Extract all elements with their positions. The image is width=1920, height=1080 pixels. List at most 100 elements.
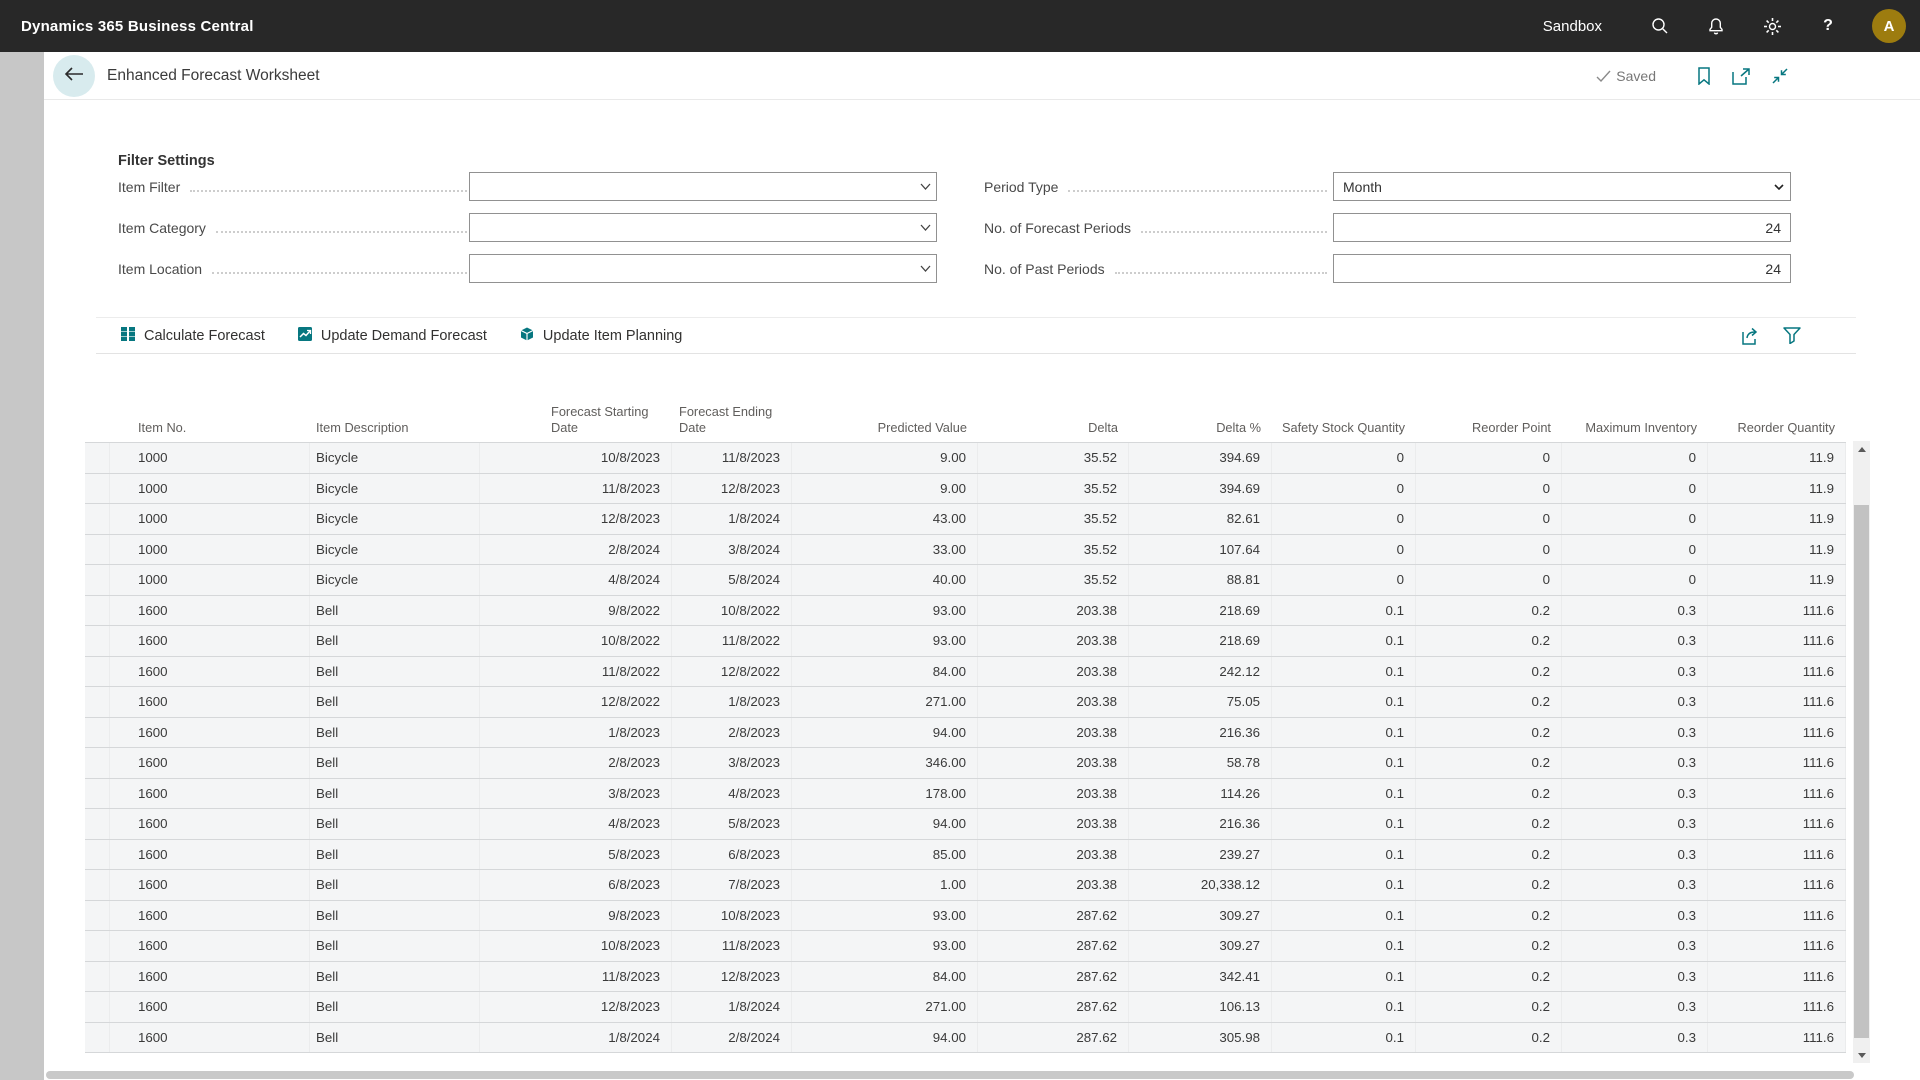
cell-forecast-ending-date: 1/8/2024: [672, 504, 792, 534]
cell-item-description: Bell: [310, 840, 480, 870]
cell-reorder-point: 0: [1416, 504, 1562, 534]
cell-safety-stock-quantity: 0.1: [1272, 718, 1416, 748]
cell-reorder-point: 0: [1416, 535, 1562, 565]
scroll-down-arrow[interactable]: [1853, 1047, 1870, 1063]
table-row[interactable]: 1600 Bell 10/8/2023 11/8/2023 93.00 287.62 309…: [85, 930, 1846, 961]
cell-predicted-value: 84.00: [792, 657, 978, 687]
table-row[interactable]: 1000 Bicycle 4/8/2024 5/8/2024 40.00 35.52 88.…: [85, 564, 1846, 595]
share-icon[interactable]: [1740, 324, 1764, 348]
cell-reorder-point: 0: [1416, 443, 1562, 473]
cell-selector: [85, 565, 110, 595]
table-row[interactable]: 1600 Bell 12/8/2022 1/8/2023 271.00 203.38 75.…: [85, 686, 1846, 717]
column-header-forecast-ending-date[interactable]: Forecast Ending Date: [679, 404, 773, 435]
cell-safety-stock-quantity: 0.1: [1272, 657, 1416, 687]
item-filter-select[interactable]: [469, 172, 937, 201]
column-header-safety-stock-quantity[interactable]: Safety Stock Quantity: [1281, 420, 1405, 435]
column-header-forecast-starting-date[interactable]: Forecast Starting Date: [551, 404, 649, 435]
collapse-icon[interactable]: [1768, 64, 1792, 88]
open-in-new-window-icon[interactable]: [1730, 64, 1754, 88]
cell-delta-pct: 82.61: [1129, 504, 1272, 534]
cell-forecast-ending-date: 3/8/2024: [672, 535, 792, 565]
column-header-reorder-point[interactable]: Reorder Point: [1472, 420, 1551, 435]
cell-forecast-starting-date: 5/8/2023: [480, 840, 672, 870]
cell-reorder-point: 0: [1416, 474, 1562, 504]
vertical-scrollbar-thumb[interactable]: [1854, 505, 1869, 1038]
table-row[interactable]: 1000 Bicycle 12/8/2023 1/8/2024 43.00 35.52 82…: [85, 503, 1846, 534]
cell-item-no: 1600: [110, 748, 310, 778]
cell-maximum-inventory: 0.3: [1562, 748, 1708, 778]
table-row[interactable]: 1000 Bicycle 11/8/2023 12/8/2023 9.00 35.52 39…: [85, 472, 1846, 504]
cell-reorder-point: 0.2: [1416, 596, 1562, 626]
column-header-delta[interactable]: Delta: [1088, 420, 1118, 435]
column-header-item-description[interactable]: Item Description: [316, 420, 409, 435]
table-row[interactable]: 1600 Bell 4/8/2023 5/8/2023 94.00 203.38 216.3…: [85, 808, 1846, 839]
help-icon[interactable]: ?: [1823, 17, 1833, 34]
cell-delta: 287.62: [978, 1023, 1129, 1053]
update-demand-forecast-button[interactable]: Update Demand Forecast: [297, 326, 487, 346]
update-item-planning-button[interactable]: Update Item Planning: [519, 326, 682, 346]
cell-delta: 203.38: [978, 870, 1129, 900]
settings-gear-icon[interactable]: [1762, 16, 1782, 36]
cell-item-description: Bell: [310, 870, 480, 900]
table-row[interactable]: 1600 Bell 11/8/2023 12/8/2023 84.00 287.62 342…: [85, 960, 1846, 991]
cell-forecast-starting-date: 2/8/2023: [480, 748, 672, 778]
item-category-select[interactable]: [469, 213, 937, 242]
bookmark-icon[interactable]: [1692, 64, 1716, 88]
table-row[interactable]: 1600 Bell 12/8/2023 1/8/2024 271.00 287.62 106…: [85, 991, 1846, 1022]
cell-selector: [85, 443, 110, 473]
cell-forecast-starting-date: 4/8/2024: [480, 565, 672, 595]
filter-funnel-icon[interactable]: [1780, 324, 1804, 348]
horizontal-scrollbar-thumb[interactable]: [46, 1071, 1854, 1079]
table-row[interactable]: 1600 Bell 5/8/2023 6/8/2023 85.00 203.38 239.2…: [85, 838, 1846, 870]
column-header-maximum-inventory[interactable]: Maximum Inventory: [1585, 420, 1697, 435]
table-row[interactable]: 1600 Bell 1/8/2023 2/8/2023 94.00 203.38 216.3…: [85, 716, 1846, 748]
cell-delta: 287.62: [978, 992, 1129, 1022]
calculate-forecast-button[interactable]: Calculate Forecast: [120, 326, 265, 346]
cell-item-no: 1600: [110, 718, 310, 748]
notifications-bell-icon[interactable]: [1706, 16, 1726, 36]
cell-delta: 203.38: [978, 840, 1129, 870]
cell-selector: [85, 901, 110, 931]
cell-delta-pct: 394.69: [1129, 443, 1272, 473]
column-header-reorder-quantity[interactable]: Reorder Quantity: [1737, 420, 1835, 435]
cell-delta: 203.38: [978, 687, 1129, 717]
column-header-predicted-value[interactable]: Predicted Value: [877, 420, 967, 435]
cell-forecast-ending-date: 10/8/2022: [672, 596, 792, 626]
cell-forecast-ending-date: 2/8/2023: [672, 718, 792, 748]
app-title[interactable]: Dynamics 365 Business Central: [21, 17, 254, 35]
table-row[interactable]: 1000 Bicycle 2/8/2024 3/8/2024 33.00 35.52 107…: [85, 533, 1846, 565]
table-row[interactable]: 1600 Bell 11/8/2022 12/8/2022 84.00 203.38 242…: [85, 655, 1846, 687]
cell-predicted-value: 94.00: [792, 809, 978, 839]
cell-predicted-value: 93.00: [792, 596, 978, 626]
forecast-periods-input[interactable]: 24: [1333, 213, 1791, 242]
avatar[interactable]: A: [1872, 9, 1906, 43]
column-header-selector: [85, 398, 110, 442]
item-location-select[interactable]: [469, 254, 937, 283]
past-periods-input[interactable]: 24: [1333, 254, 1791, 283]
page-content: Enhanced Forecast Worksheet Saved Filter…: [44, 52, 1920, 1080]
table-row[interactable]: 1600 Bell 10/8/2022 11/8/2022 93.00 203.38 218…: [85, 625, 1846, 656]
cell-forecast-ending-date: 11/8/2022: [672, 626, 792, 656]
column-header-delta-pct[interactable]: Delta %: [1216, 420, 1261, 435]
table-row[interactable]: 1000 Bicycle 10/8/2023 11/8/2023 9.00 35.52 39…: [85, 442, 1846, 473]
table-row[interactable]: 1600 Bell 9/8/2023 10/8/2023 93.00 287.62 309.…: [85, 899, 1846, 931]
table-row[interactable]: 1600 Bell 6/8/2023 7/8/2023 1.00 203.38 20,338…: [85, 869, 1846, 900]
search-icon[interactable]: [1650, 16, 1670, 36]
cell-item-description: Bell: [310, 992, 480, 1022]
cell-reorder-quantity: 111.6: [1708, 992, 1846, 1022]
cell-item-no: 1000: [110, 474, 310, 504]
column-header-item-no[interactable]: Item No.: [138, 420, 187, 435]
table-row[interactable]: 1600 Bell 2/8/2023 3/8/2023 346.00 203.38 58.7…: [85, 747, 1846, 778]
cell-maximum-inventory: 0: [1562, 504, 1708, 534]
back-button[interactable]: [53, 55, 95, 97]
table-row[interactable]: 1600 Bell 9/8/2022 10/8/2022 93.00 203.38 218.…: [85, 594, 1846, 626]
table-row[interactable]: 1600 Bell 1/8/2024 2/8/2024 94.00 287.62 305.9…: [85, 1021, 1846, 1053]
cell-predicted-value: 33.00: [792, 535, 978, 565]
chevron-down-icon: [1768, 183, 1790, 190]
cell-forecast-starting-date: 10/8/2023: [480, 443, 672, 473]
cell-reorder-point: 0.2: [1416, 687, 1562, 717]
table-row[interactable]: 1600 Bell 3/8/2023 4/8/2023 178.00 203.38 114.…: [85, 777, 1846, 808]
period-type-select[interactable]: Month: [1333, 172, 1791, 201]
scroll-up-arrow[interactable]: [1853, 441, 1870, 457]
cell-reorder-quantity: 111.6: [1708, 718, 1846, 748]
